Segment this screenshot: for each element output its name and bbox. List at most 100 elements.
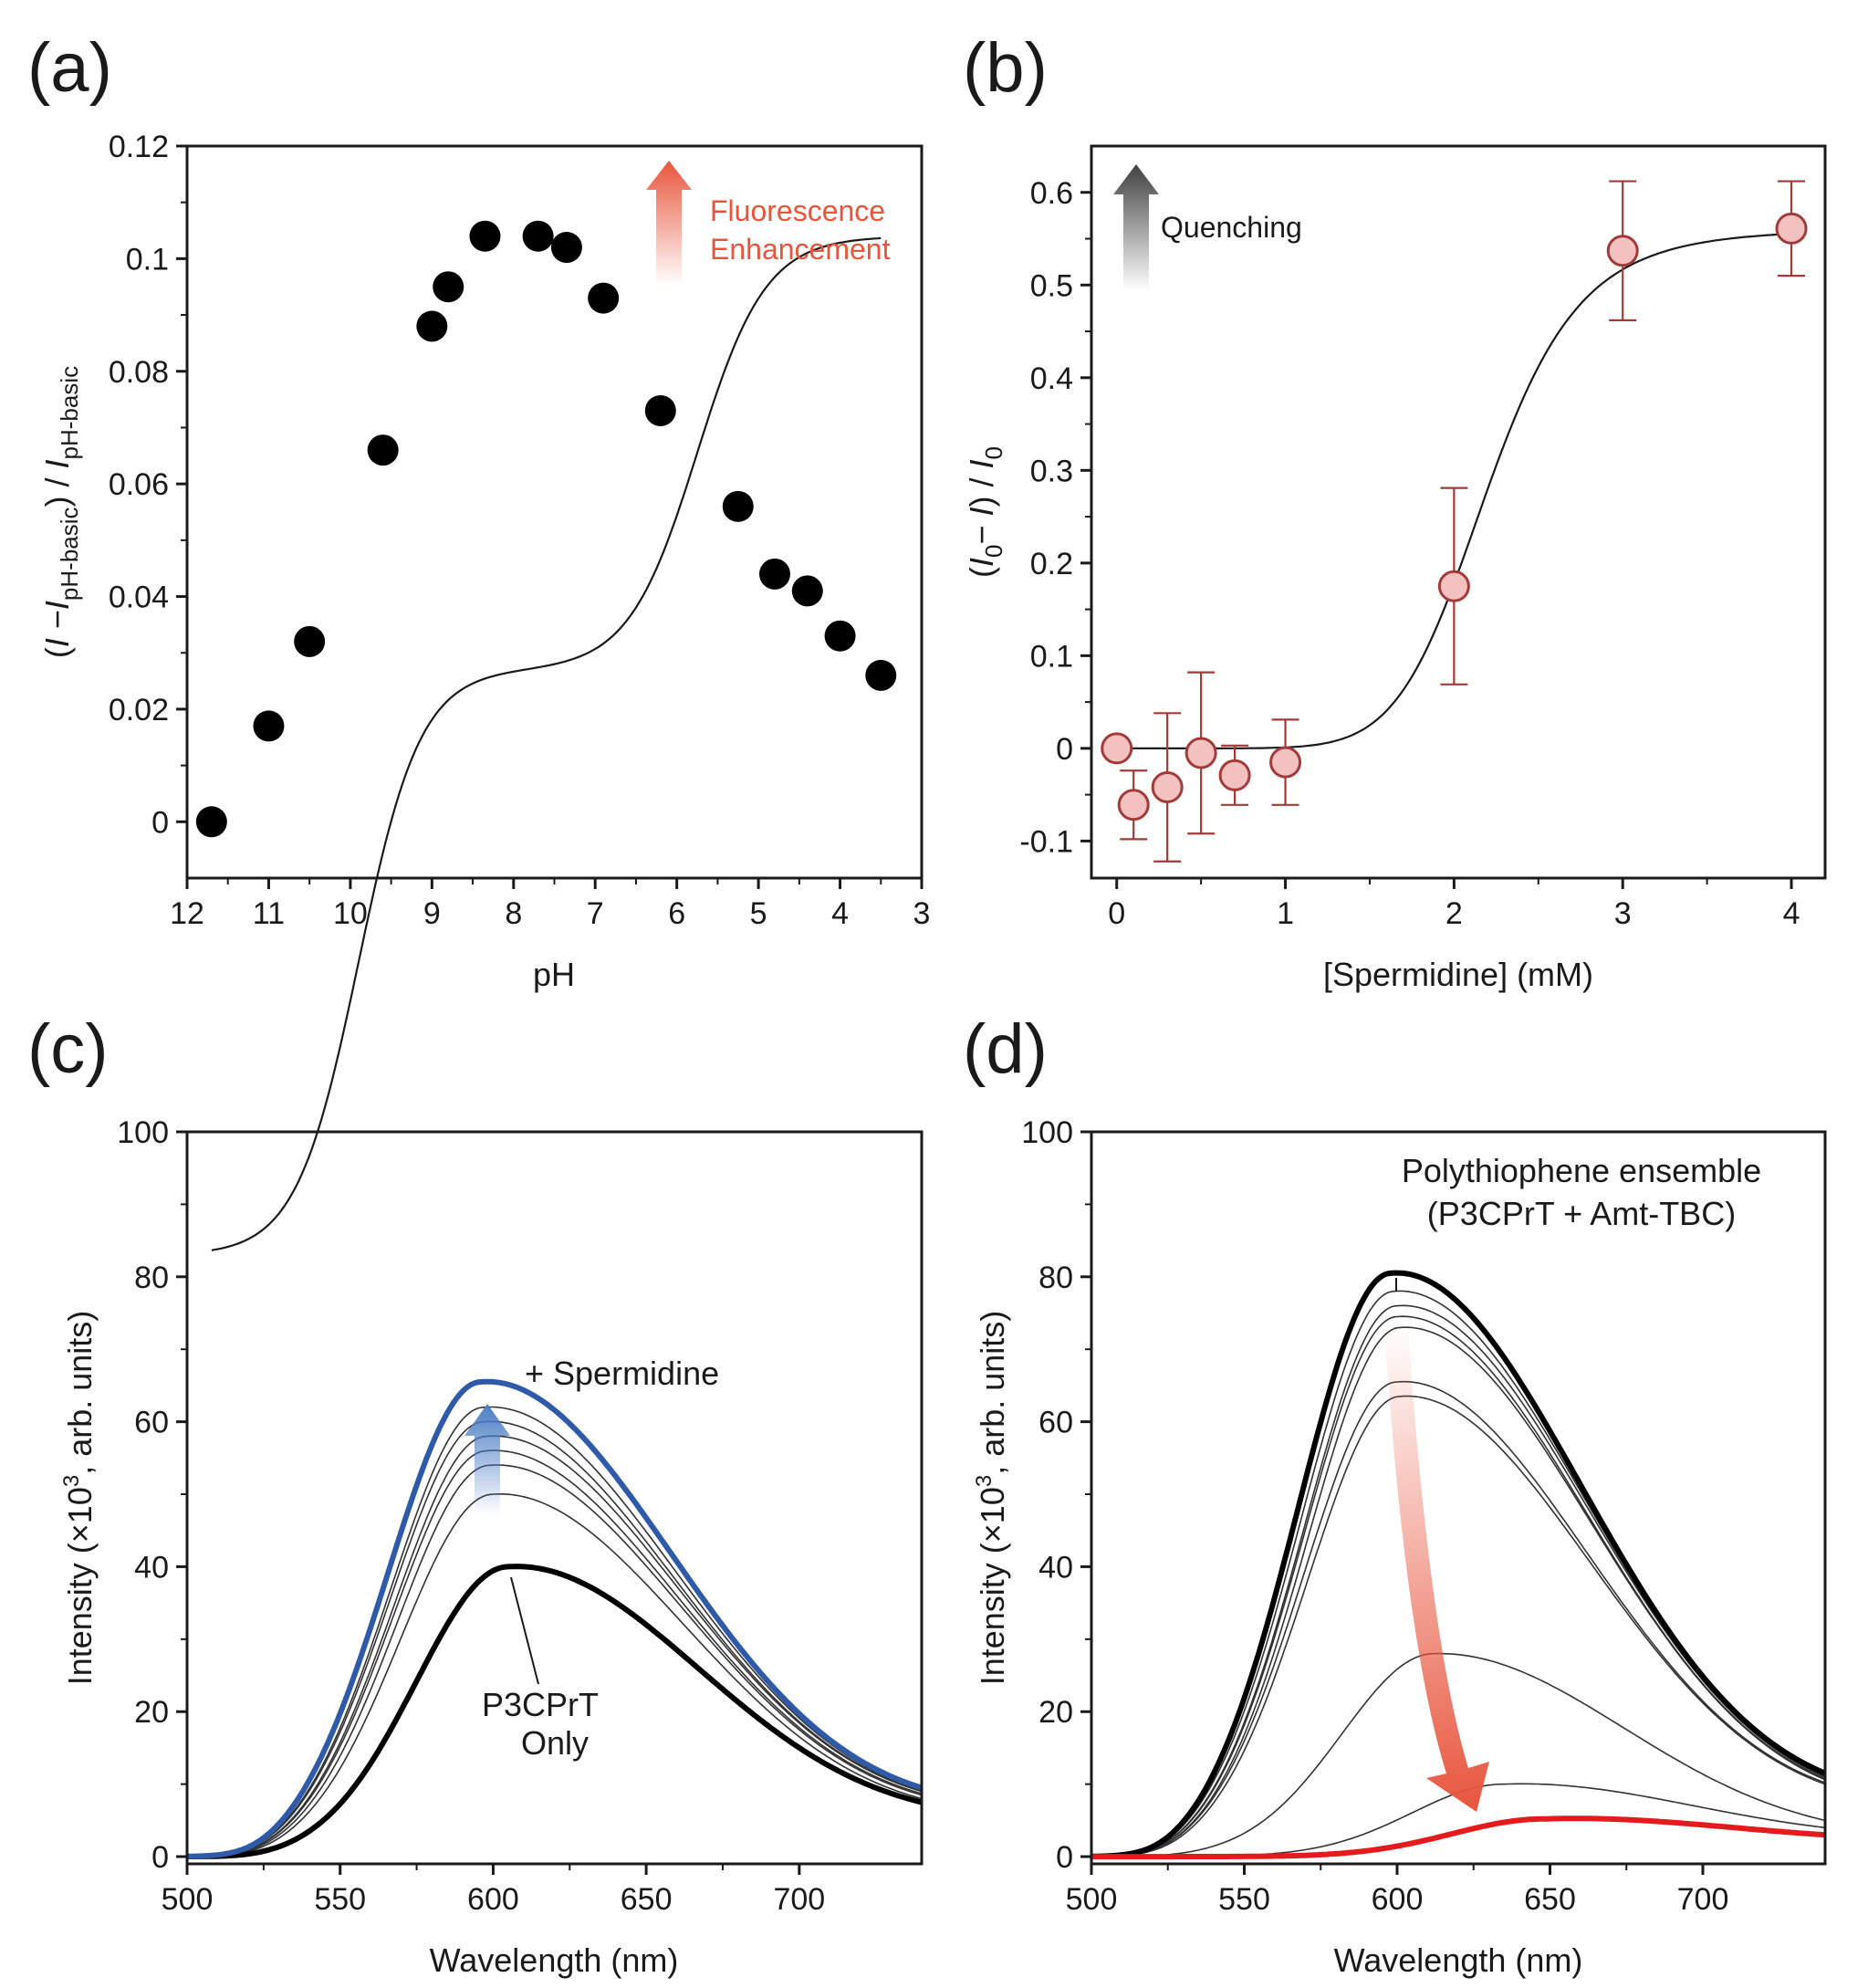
panel-c-spectrum-line (186, 1406, 923, 1857)
panel-a-label: (a) (27, 29, 112, 107)
panel-a-ticks: 12 11 10 9 8 7 6 5 4 3 0 0.02 0.04 0.06 0.08 0.1 0.12 (109, 130, 931, 931)
panel-b-xlabel: [Spermidine] (mM) (1323, 956, 1593, 993)
panel-d-xtick-label: 550 (1218, 1882, 1270, 1917)
panel-a-xtick-label: 3 (913, 896, 931, 931)
panel-a-data-point (791, 575, 823, 607)
panel-c-ytick-label: 60 (134, 1406, 169, 1440)
panel-b-data-point (1151, 771, 1184, 804)
enhancement-label-line2: Enhancement (710, 233, 891, 266)
panel-c-spectrum-line (187, 1464, 923, 1857)
panel-b-ytick-label: 0.3 (1030, 454, 1073, 488)
panel-a-fit-line (211, 236, 882, 1251)
panel-b-data-point (1184, 737, 1217, 769)
panel-b-data-point (1606, 235, 1639, 267)
panel-a-ytick-label: 0.1 (126, 242, 169, 277)
panel-c-ticks: 500 550 600 650 700 0 20 40 60 80 100 (117, 1115, 825, 1917)
panel-a-data-point (522, 220, 554, 252)
panel-c-ytick-label: 0 (151, 1840, 169, 1875)
panel-b-xtick-label: 0 (1108, 896, 1125, 931)
panel-a-data-point (644, 394, 676, 426)
panel-b-ylabel: (I0− I) / I0 (963, 446, 1007, 578)
panel-b-data-point (1117, 789, 1150, 821)
panel-a-data-point (367, 434, 399, 466)
panel-a-data-point (550, 232, 582, 264)
panel-a-xtick-label: 7 (587, 896, 604, 931)
spermidine-label: + Spermidine (525, 1355, 719, 1392)
panel-c-spectrum-line (187, 1449, 923, 1857)
p3cprt-label-line2: Only (521, 1724, 589, 1762)
panel-b-ytick-label: 0.1 (1030, 639, 1073, 674)
panel-d-ytick-label: 100 (1021, 1115, 1073, 1150)
panel-d-ytick-label: 0 (1056, 1840, 1073, 1875)
panel-d: (d) 500 550 600 650 700 0 20 40 60 80 100 Waveleng… (963, 1010, 1827, 1979)
panel-c-xtick-label: 500 (162, 1882, 214, 1917)
panel-c-ytick-label: 100 (117, 1115, 169, 1150)
panel-d-ticks: 500 550 600 650 700 0 20 40 60 80 100 (1021, 1115, 1728, 1917)
panel-d-ytick-label: 40 (1038, 1550, 1073, 1585)
panel-d-spectrum-line (1091, 1395, 1826, 1857)
panel-b-ytick-label: 0 (1056, 732, 1073, 767)
panel-c-frame (185, 1130, 924, 1866)
panel-b-data-point (1437, 570, 1470, 602)
panel-a-data-point (294, 625, 326, 657)
panel-c-xtick-label: 600 (467, 1882, 519, 1917)
panel-d-spectrum-line (1091, 1652, 1826, 1857)
panel-b-frame (1090, 144, 1827, 880)
panel-c-spectrum-line (186, 1420, 923, 1857)
panel-a-data-point (416, 310, 448, 342)
panel-a-ytick-label: 0.02 (109, 693, 169, 727)
panel-c-spectrum-line (187, 1493, 923, 1857)
quenching-arrow (1113, 164, 1159, 290)
panel-b-ytick-label: 0.6 (1030, 176, 1073, 211)
panel-a-ytick-label: 0 (151, 805, 169, 840)
enhancement-arrow (646, 161, 692, 286)
panel-d-ytick-label: 80 (1038, 1261, 1073, 1295)
panel-d-xlabel: Wavelength (nm) (1334, 1941, 1583, 1979)
panel-d-ylabel: Intensity (×103, arb. units) (972, 1311, 1011, 1686)
panel-a-ytick-label: 0.04 (109, 581, 169, 615)
panel-a-ytick-label: 0.08 (109, 355, 169, 390)
panel-a-ytick-label: 0.12 (109, 130, 169, 164)
panel-b-data-point (1775, 212, 1808, 245)
panel-a: (a) 12 11 10 9 8 7 6 5 4 3 0 0.02 0.04 0.06 0.08 0.1 0.1… (27, 29, 931, 1251)
panel-b-data-point (1101, 732, 1133, 765)
panel-c-label: (c) (27, 1010, 109, 1088)
panel-d-label: (d) (963, 1010, 1048, 1088)
panel-c-xtick-label: 550 (314, 1882, 366, 1917)
panel-d-ytick-label: 60 (1038, 1406, 1073, 1440)
panel-a-data-point (588, 282, 620, 314)
panel-c: (c) 500 550 600 650 700 0 20 40 60 80 100 Waveleng… (27, 1010, 924, 1979)
panel-b-xtick-label: 3 (1614, 896, 1632, 931)
panel-d-xtick-label: 650 (1524, 1882, 1576, 1917)
panel-b-xtick-label: 4 (1783, 896, 1800, 931)
panel-a-data-point (195, 806, 227, 838)
p3cprt-pointer (510, 1576, 539, 1685)
panel-b-ytick-label: -0.1 (1019, 824, 1073, 859)
panel-a-ylabel: (I −IpH-basic) / IpH-basic (38, 366, 83, 658)
p3cprt-label-line1: P3CPrT (482, 1686, 599, 1723)
panel-c-marks (186, 1378, 923, 1859)
panel-d-xtick-label: 600 (1372, 1882, 1424, 1917)
panel-a-data-point (722, 490, 754, 522)
panel-a-data-point (824, 620, 856, 652)
panel-b-xtick-label: 2 (1445, 896, 1463, 931)
panel-b-xtick-label: 1 (1277, 896, 1294, 931)
panel-b-ticks: 0 1 2 3 4 -0.1 0 0.1 0.2 0.3 0.4 0.5 0.6 (1019, 176, 1800, 931)
panel-a-xtick-label: 11 (253, 896, 285, 931)
panel-d-xtick-label: 700 (1677, 1882, 1729, 1917)
panel-a-xtick-label: 4 (831, 896, 849, 931)
panel-d-marks (1091, 1270, 1827, 1860)
panel-a-xlabel: pH (533, 956, 575, 993)
panel-c-xtick-label: 650 (621, 1882, 673, 1917)
quenching-label: Quenching (1161, 211, 1302, 244)
panel-b-label: (b) (963, 29, 1048, 107)
ensemble-label-line2: (P3CPrT + Amt-TBC) (1427, 1195, 1736, 1232)
panel-c-ytick-label: 80 (134, 1261, 169, 1295)
panel-b-ytick-label: 0.2 (1030, 547, 1073, 581)
enhancement-label-line1: Fluorescence (710, 194, 885, 227)
quenching-curve-arrow (1384, 1328, 1489, 1812)
panel-a-data-point (759, 558, 790, 590)
panel-d-ytick-label: 20 (1038, 1695, 1073, 1730)
panel-c-ytick-label: 20 (134, 1695, 169, 1730)
